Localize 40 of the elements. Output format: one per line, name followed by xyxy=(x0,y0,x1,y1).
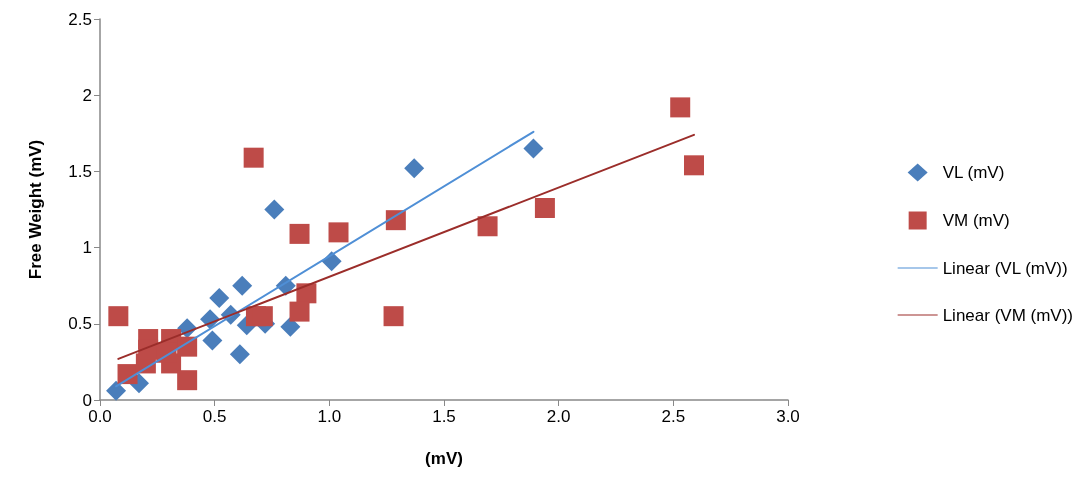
point xyxy=(683,155,704,176)
x-tick-label: 0.5 xyxy=(202,407,227,426)
x-tick-label: 1.0 xyxy=(317,407,342,426)
point xyxy=(243,147,264,168)
point xyxy=(232,275,253,296)
point xyxy=(264,199,285,220)
y-tick-label: 2.5 xyxy=(68,9,92,29)
point xyxy=(404,158,425,179)
point xyxy=(534,197,555,218)
x-tick-label: 2.5 xyxy=(661,407,686,426)
point xyxy=(229,344,250,365)
legend-label: Linear (VL (mV)) xyxy=(942,258,1068,278)
x-axis-title: (mV) xyxy=(425,449,463,468)
y-tick-label: 1.5 xyxy=(68,161,92,181)
x-tick-label: 0.0 xyxy=(88,407,112,426)
point xyxy=(252,306,273,327)
point xyxy=(670,97,691,118)
x-tick-label: 2.0 xyxy=(546,407,571,426)
point xyxy=(289,301,310,322)
y-tick-label: 2 xyxy=(82,85,92,105)
x-tick-label: 3.0 xyxy=(776,407,800,426)
point xyxy=(209,287,230,308)
point xyxy=(177,370,198,391)
point xyxy=(108,306,129,327)
legend-label: VL (mV) xyxy=(942,163,1005,182)
point xyxy=(280,316,301,337)
y-axis-title: Free Weight (mV) xyxy=(26,139,45,280)
y-tick-label: 0 xyxy=(82,390,92,410)
point xyxy=(106,380,127,401)
point xyxy=(477,216,498,237)
legend-label: Linear (VM (mV)) xyxy=(942,305,1074,325)
legend-label: VM (mV) xyxy=(942,211,1010,230)
point xyxy=(328,222,349,243)
point xyxy=(289,223,310,244)
point xyxy=(202,330,223,351)
point xyxy=(383,306,404,327)
y-tick-label: 1 xyxy=(82,238,92,258)
point xyxy=(523,138,544,159)
x-tick-label: 1.5 xyxy=(432,407,456,426)
y-tick-label: 0.5 xyxy=(68,314,92,334)
